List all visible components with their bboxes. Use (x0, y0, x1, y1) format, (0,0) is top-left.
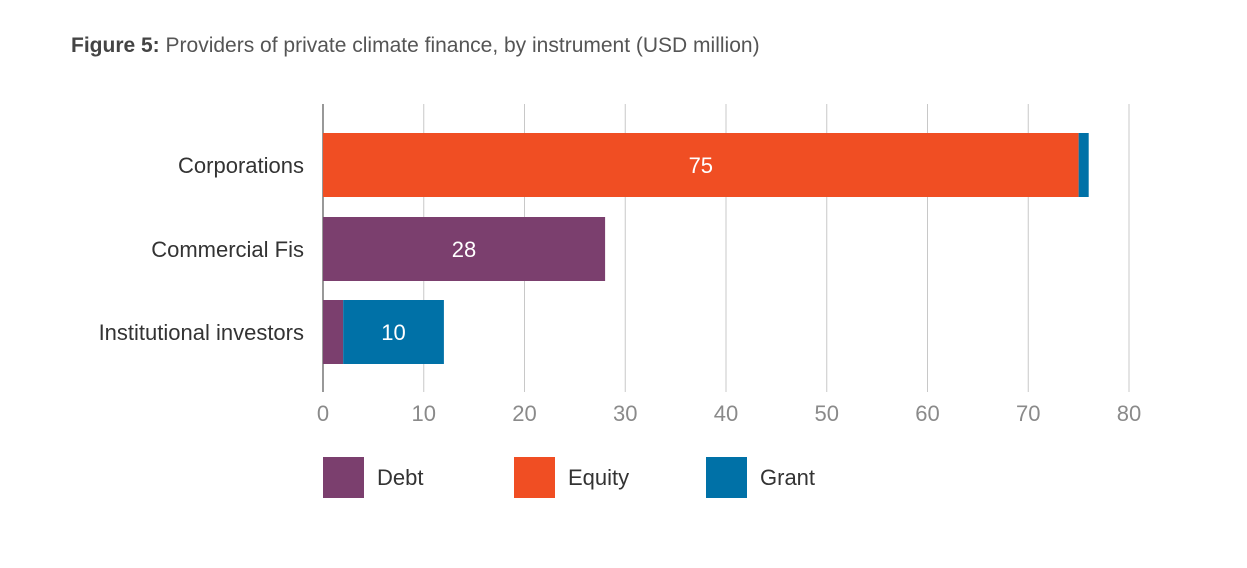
bar-segment-equity (323, 133, 1079, 197)
data-label: 10 (381, 320, 405, 345)
legend: Debt Equity Grant (323, 457, 815, 498)
category-label: Commercial Fis (151, 237, 304, 262)
legend-label-grant: Grant (760, 465, 815, 490)
data-label: 28 (452, 237, 476, 262)
bar-segment-debt (323, 300, 344, 364)
x-tick-label: 10 (412, 401, 436, 426)
chart-title: Figure 5: Providers of private climate f… (71, 34, 760, 58)
x-tick-label: 60 (915, 401, 939, 426)
bar-segment-grant (1078, 133, 1089, 197)
x-tick-label: 80 (1117, 401, 1141, 426)
figure-caption: Providers of private climate finance, by… (159, 34, 760, 57)
figure-label: Figure 5: (71, 34, 160, 57)
x-tick-label: 20 (512, 401, 536, 426)
x-tick-label: 0 (317, 401, 329, 426)
category-label: Corporations (178, 153, 304, 178)
legend-swatch-equity (514, 457, 555, 498)
legend-swatch-grant (706, 457, 747, 498)
legend-label-equity: Equity (568, 465, 629, 490)
x-tick-label: 30 (613, 401, 637, 426)
bars (323, 133, 1089, 364)
data-label: 75 (689, 153, 713, 178)
bar-segment-debt (323, 217, 606, 281)
legend-label-debt: Debt (377, 465, 423, 490)
category-label: Institutional investors (99, 320, 304, 345)
x-tick-label: 70 (1016, 401, 1040, 426)
labels: 0 10 20 30 40 50 60 70 80 Corporations Commercial … (99, 153, 1142, 426)
legend-swatch-debt (323, 457, 364, 498)
x-tick-label: 40 (714, 401, 738, 426)
bar-segment-grant (343, 300, 444, 364)
x-tick-label: 50 (815, 401, 839, 426)
